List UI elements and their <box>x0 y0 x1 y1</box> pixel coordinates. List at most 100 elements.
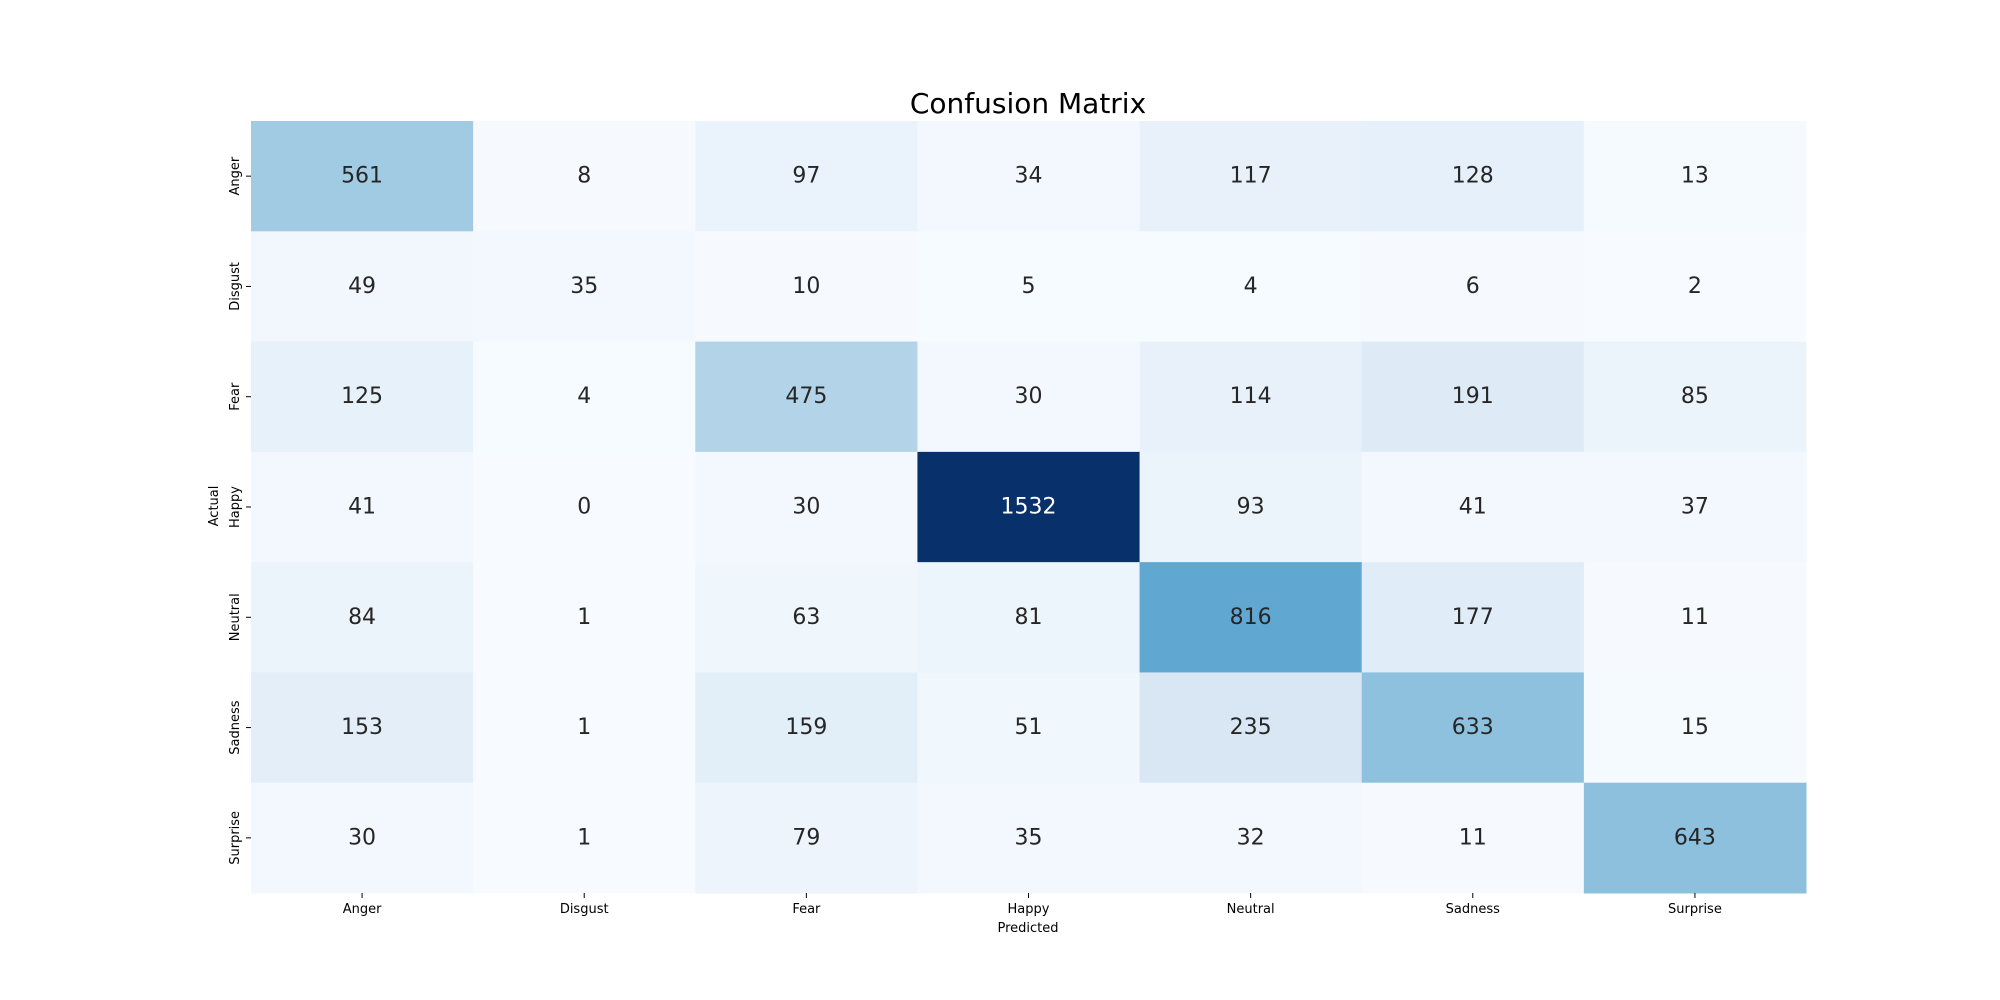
cell-value-label: 63 <box>792 605 820 630</box>
y-axis-ticks: Anger Disgust Fear Happy Neutral Sadness Surpr… <box>228 156 251 865</box>
heatmap-cell <box>251 562 474 673</box>
cell-value-label: 93 <box>1237 495 1265 520</box>
y-tick-label: Disgust <box>228 262 243 311</box>
heatmap-cell <box>1139 672 1363 784</box>
x-tick-label: Sadness <box>1446 902 1500 917</box>
y-tick-label: Anger <box>228 156 243 195</box>
heatmap-cell <box>917 121 1141 232</box>
cell-value-label: 816 <box>1230 605 1272 630</box>
heatmap-cell <box>1361 672 1585 784</box>
heatmap-cell <box>1361 562 1585 673</box>
heatmap-cell <box>473 231 696 343</box>
heatmap-cell <box>1139 341 1363 453</box>
cell-value-label: 6 <box>1466 274 1480 299</box>
cell-value-label: 84 <box>348 605 376 630</box>
cell-value-label: 34 <box>1015 164 1043 189</box>
heatmap-cell <box>1583 121 1807 232</box>
heatmap-cell <box>473 451 696 563</box>
heatmap-cell <box>1139 451 1363 563</box>
cell-value-label: 51 <box>1015 715 1043 740</box>
heatmap-cell <box>1139 231 1363 343</box>
cell-value-label: 643 <box>1674 825 1716 850</box>
y-tick-label: Sadness <box>228 700 243 754</box>
x-axis-label: Predicted <box>997 921 1058 936</box>
x-tick-label: Fear <box>792 902 821 917</box>
cell-value-label: 81 <box>1015 605 1043 630</box>
chart-title: Confusion Matrix <box>910 87 1146 120</box>
cell-value-label: 8 <box>577 164 591 189</box>
cell-value-label: 2 <box>1688 274 1702 299</box>
x-tick-label: Disgust <box>560 902 609 917</box>
heatmap-cell <box>917 672 1141 784</box>
heatmap-cell <box>695 231 918 343</box>
cell-value-label: 177 <box>1452 605 1494 630</box>
cell-value-label: 85 <box>1681 384 1709 409</box>
y-tick-label: Neutral <box>228 593 243 641</box>
heatmap-cell <box>1583 341 1807 453</box>
cell-value-label: 13 <box>1681 164 1709 189</box>
heatmap-cell <box>1139 121 1363 232</box>
y-tick-label: Surprise <box>228 811 243 865</box>
heatmap-cell <box>473 121 696 232</box>
cell-value-label: 235 <box>1230 715 1272 740</box>
heatmap-cell <box>917 231 1141 343</box>
y-tick-label: Happy <box>228 486 243 528</box>
y-axis-label: Actual <box>207 486 222 527</box>
heatmap-cell <box>1361 231 1585 343</box>
heatmap-cell <box>473 782 696 894</box>
x-tick-label: Surprise <box>1668 902 1722 917</box>
heatmap-cell <box>1361 451 1585 563</box>
heatmap-cell <box>1583 672 1807 784</box>
cell-value-label: 1 <box>577 605 591 630</box>
x-axis-ticks: Anger Disgust Fear Happy Neutral Sadness Surpr… <box>343 893 1722 917</box>
heatmap-cell <box>695 672 918 784</box>
cell-value-label: 633 <box>1452 715 1494 740</box>
cell-value-label: 41 <box>1459 495 1487 520</box>
heatmap-cell <box>1361 341 1585 453</box>
cell-value-label: 1 <box>577 825 591 850</box>
cell-value-label: 191 <box>1452 384 1494 409</box>
cell-value-label: 128 <box>1452 164 1494 189</box>
heatmap-cell <box>1583 782 1807 894</box>
heatmap-cell <box>695 451 918 563</box>
heatmap-cell <box>251 451 474 563</box>
heatmap-cell <box>251 782 474 894</box>
cell-value-label: 4 <box>577 384 591 409</box>
heatmap-cell <box>917 451 1141 563</box>
heatmap-cell <box>917 562 1141 673</box>
cell-value-label: 10 <box>792 274 820 299</box>
cell-value-label: 117 <box>1230 164 1272 189</box>
heatmap-cell <box>473 341 696 453</box>
cell-value-label: 30 <box>348 825 376 850</box>
cell-value-label: 30 <box>792 495 820 520</box>
cell-value-label: 114 <box>1230 384 1272 409</box>
cell-value-label: 4 <box>1244 274 1258 299</box>
heatmap-cell <box>251 231 474 343</box>
cell-value-label: 1532 <box>1001 495 1057 520</box>
heatmap-cell <box>917 782 1141 894</box>
cell-value-label: 125 <box>341 384 383 409</box>
heatmap-cell <box>1583 562 1807 673</box>
heatmap-cell <box>1139 782 1363 894</box>
cell-value-label: 97 <box>792 164 820 189</box>
heatmap-cell <box>1361 121 1585 232</box>
cell-value-label: 35 <box>1015 825 1043 850</box>
heatmap-cell <box>695 562 918 673</box>
cell-value-label: 49 <box>348 274 376 299</box>
cell-value-label: 35 <box>570 274 598 299</box>
x-tick-label: Happy <box>1008 902 1050 917</box>
heatmap-cell <box>1583 451 1807 563</box>
heatmap-cell <box>1361 782 1585 894</box>
cell-value-label: 11 <box>1459 825 1487 850</box>
cell-value-label: 153 <box>341 715 383 740</box>
y-tick-label: Fear <box>228 382 243 411</box>
cell-value-label: 79 <box>792 825 820 850</box>
x-tick-label: Anger <box>343 902 382 917</box>
cell-value-label: 561 <box>341 164 383 189</box>
heatmap-cell <box>1583 231 1807 343</box>
heatmap-cell <box>695 782 918 894</box>
cell-value-label: 1 <box>577 715 591 740</box>
cell-value-label: 475 <box>785 384 827 409</box>
cell-value-label: 32 <box>1237 825 1265 850</box>
